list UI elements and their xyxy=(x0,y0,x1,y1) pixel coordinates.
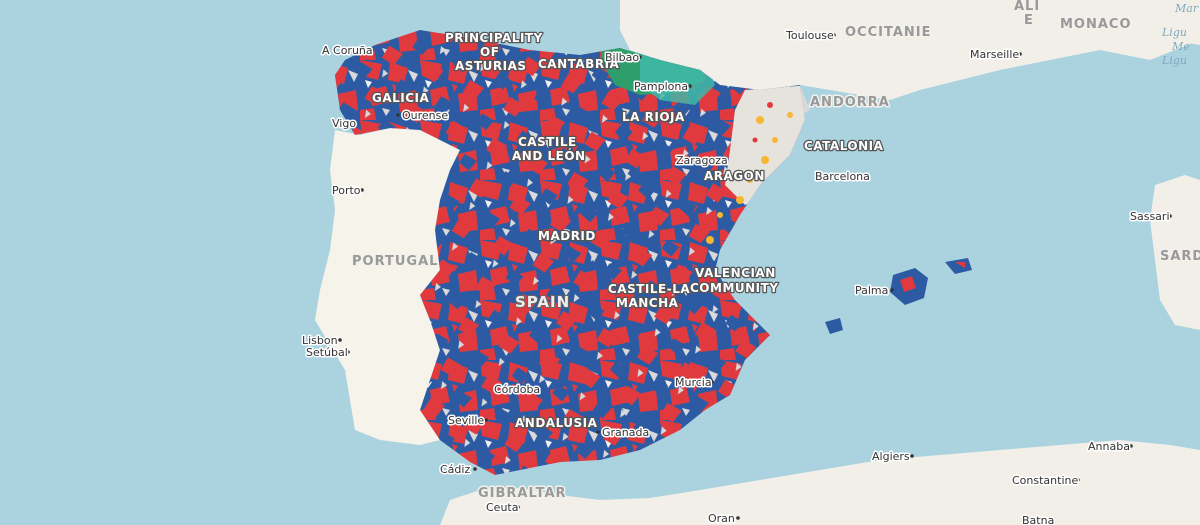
svg-text:Toulouse: Toulouse xyxy=(785,29,834,42)
svg-text:COMMUNITY: COMMUNITY xyxy=(690,281,779,295)
city-palma: Palma xyxy=(854,283,894,299)
city-labels: A Coruña Vigo Ourense Porto Lisbon Setúb… xyxy=(301,28,1172,525)
city-pamplona: Pamplona xyxy=(633,79,692,95)
city-algiers: Algiers xyxy=(871,449,914,465)
city-porto: Porto xyxy=(331,183,364,199)
city-bilbao: Bilbao xyxy=(604,50,642,66)
svg-text:Me: Me xyxy=(1171,40,1190,53)
svg-text:Pamplona: Pamplona xyxy=(634,80,688,93)
svg-text:Porto: Porto xyxy=(332,184,361,197)
partial-labels: Mar Ligu Me Ligu ALI E Batna xyxy=(1013,0,1199,525)
svg-text:Oran: Oran xyxy=(708,512,735,525)
italy-land xyxy=(1150,0,1200,45)
svg-text:Barcelona: Barcelona xyxy=(815,170,870,183)
country-labels: PORTUGAL SPAIN ANDORRA GIBRALTAR MONACO … xyxy=(351,16,1200,503)
city-murcia: Murcia xyxy=(674,375,714,391)
svg-text:Palma: Palma xyxy=(855,284,888,297)
city-marseille: Marseille xyxy=(969,47,1022,63)
portugal-land xyxy=(315,128,460,445)
label-spain: SPAIN xyxy=(515,293,570,311)
svg-text:Annaba: Annaba xyxy=(1088,440,1130,453)
city-cadiz: Cádiz xyxy=(439,462,477,478)
svg-text:Ligu: Ligu xyxy=(1161,54,1187,67)
france-land xyxy=(620,0,1200,100)
svg-text:Bilbao: Bilbao xyxy=(605,51,639,64)
sardinia-land xyxy=(1150,175,1200,330)
city-lisbon: Lisbon xyxy=(301,333,342,349)
svg-text:GALICIA: GALICIA xyxy=(372,91,430,105)
svg-text:CASTILE: CASTILE xyxy=(518,135,577,149)
city-oran: Oran xyxy=(707,511,740,525)
city-sassari: Sassari xyxy=(1129,209,1172,225)
svg-text:Ourense: Ourense xyxy=(402,109,448,122)
svg-text:ALI: ALI xyxy=(1014,0,1040,14)
svg-text:ANDALUSIA: ANDALUSIA xyxy=(515,416,598,430)
city-a-coruna: A Coruña xyxy=(321,43,375,59)
svg-text:Granada: Granada xyxy=(602,426,649,439)
city-setubal: Setúbal xyxy=(305,345,350,361)
svg-text:Setúbal: Setúbal xyxy=(306,346,348,359)
label-portugal: PORTUGAL xyxy=(352,254,438,269)
label-gibraltar: GIBRALTAR xyxy=(478,486,567,501)
svg-text:Algiers: Algiers xyxy=(872,450,910,463)
balearic-islands[interactable] xyxy=(825,258,972,334)
svg-text:Vigo: Vigo xyxy=(332,117,356,130)
svg-text:A Coruña: A Coruña xyxy=(322,44,373,57)
svg-text:Sassari: Sassari xyxy=(1130,210,1170,223)
svg-text:OF: OF xyxy=(480,45,499,59)
svg-text:CATALONIA: CATALONIA xyxy=(804,139,884,153)
svg-text:ARAGON: ARAGON xyxy=(704,169,765,183)
svg-text:OCCITANIE: OCCITANIE xyxy=(845,25,932,40)
svg-text:Murcia: Murcia xyxy=(675,376,712,389)
svg-text:Ceuta: Ceuta xyxy=(486,501,518,514)
city-cordoba: Córdoba xyxy=(493,382,542,398)
svg-text:Mar: Mar xyxy=(1174,2,1199,15)
menorca[interactable] xyxy=(945,258,972,274)
svg-text:AND LEÓN: AND LEÓN xyxy=(512,148,586,163)
svg-text:PRINCIPALITY: PRINCIPALITY xyxy=(445,31,543,45)
svg-text:Constantine: Constantine xyxy=(1012,474,1078,487)
svg-text:Cádiz: Cádiz xyxy=(440,463,470,476)
city-barcelona: Barcelona xyxy=(814,169,872,185)
label-andorra: ANDORRA xyxy=(810,95,890,110)
svg-text:CASTILE-LA: CASTILE-LA xyxy=(608,282,690,296)
svg-text:Lisbon: Lisbon xyxy=(302,334,338,347)
city-zaragoza: Zaragoza xyxy=(675,153,730,169)
city-granada: Granada xyxy=(596,425,651,441)
svg-text:MANCHA: MANCHA xyxy=(616,296,679,310)
svg-text:Zaragoza: Zaragoza xyxy=(676,154,728,167)
city-toulouse: Toulouse xyxy=(784,28,836,44)
svg-text:ASTURIAS: ASTURIAS xyxy=(455,59,527,73)
svg-text:LA RIOJA: LA RIOJA xyxy=(622,110,685,124)
svg-text:VALENCIAN: VALENCIAN xyxy=(695,266,776,280)
land-layer xyxy=(315,0,1200,525)
city-annaba: Annaba xyxy=(1087,439,1133,455)
label-monaco: MONACO xyxy=(1060,17,1132,32)
city-constantine: Constantine xyxy=(1011,473,1080,489)
city-ourense: Ourense xyxy=(396,108,450,124)
svg-text:E: E xyxy=(1024,13,1034,28)
svg-text:Marseille: Marseille xyxy=(970,48,1019,61)
svg-text:Córdoba: Córdoba xyxy=(494,383,540,396)
city-vigo: Vigo xyxy=(331,116,358,132)
svg-text:Ligu: Ligu xyxy=(1161,26,1187,39)
region-labels: PRINCIPALITY OF ASTURIAS CANTABRIA GALIC… xyxy=(371,24,932,432)
label-sardinia: SARDI xyxy=(1160,249,1200,264)
city-ceuta: Ceuta xyxy=(485,500,520,516)
north-africa-land xyxy=(440,440,1200,525)
svg-text:MADRID: MADRID xyxy=(538,229,596,243)
ibiza[interactable] xyxy=(825,318,843,334)
svg-text:CANTABRIA: CANTABRIA xyxy=(538,57,620,71)
city-seville: Seville xyxy=(447,413,488,429)
svg-text:Batna: Batna xyxy=(1022,514,1054,525)
svg-text:Seville: Seville xyxy=(448,414,484,427)
